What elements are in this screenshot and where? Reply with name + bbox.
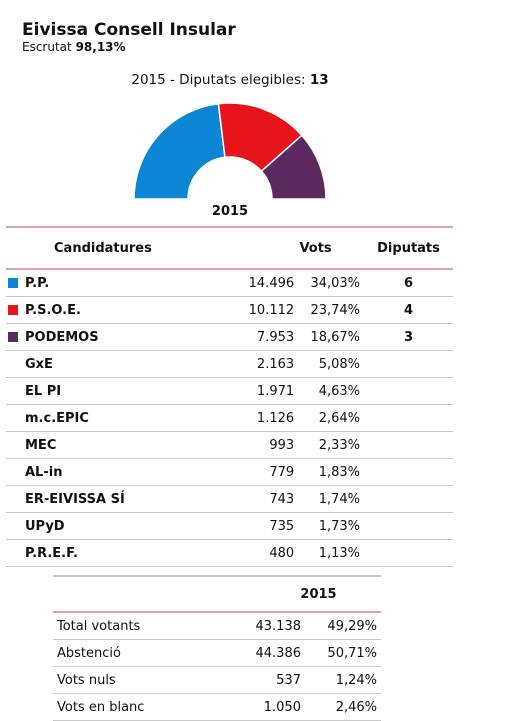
party-seats: 6 [364, 269, 453, 297]
party-seats: 3 [364, 323, 453, 351]
summary-label: Abstenció [53, 639, 237, 667]
table-row: P.R.E.F. 480 1,13% [6, 539, 453, 567]
table-row: MEC 993 2,33% [6, 431, 453, 459]
escrutat-label: Escrutat [22, 40, 72, 54]
party-color-swatch [8, 331, 18, 342]
party-votes: 735 [238, 512, 295, 540]
party-seats [364, 512, 453, 540]
party-color-swatch [8, 277, 18, 288]
party-percent: 1,83% [294, 458, 365, 486]
party-name: P.S.O.E. [25, 302, 81, 318]
summary-header-row: 2015 [53, 575, 381, 613]
page-title: Eivissa Consell Insular [22, 20, 236, 40]
table-row: AL-in 779 1,83% [6, 458, 453, 486]
party-seats [364, 431, 453, 459]
summary-votes: 43.138 [237, 612, 301, 640]
table-row: m.c.EPIC 1.126 2,64% [6, 404, 453, 432]
eligible-label: 2015 - Diputats elegibles: [131, 72, 306, 88]
party-percent: 18,67% [294, 323, 365, 351]
party-percent: 1,74% [294, 485, 365, 513]
party-name: ER-EIVISSA SÍ [25, 491, 125, 507]
summary-table: 2015 Total votants 43.138 49,29% Abstenció 4… [53, 575, 381, 721]
party-name: AL-in [25, 464, 63, 480]
summary-percent: 50,71% [301, 639, 381, 667]
summary-percent: 49,29% [301, 612, 381, 640]
summary-row: Abstenció 44.386 50,71% [53, 639, 381, 667]
summary-row: Total votants 43.138 49,29% [53, 612, 381, 640]
party-seats [364, 458, 453, 486]
party-seats [364, 377, 453, 405]
summary-votes: 537 [237, 666, 301, 694]
eligible-line: 2015 - Diputats elegibles: 13 [0, 72, 460, 88]
escrutat-value: 98,13% [75, 40, 126, 54]
party-percent: 1,13% [294, 539, 365, 567]
summary-votes: 44.386 [237, 639, 301, 667]
party-votes: 743 [238, 485, 295, 513]
table-row: EL PI 1.971 4,63% [6, 377, 453, 405]
summary-percent: 1,24% [301, 666, 381, 694]
summary-label: Vots nuls [53, 666, 237, 694]
table-row: P.P. 14.496 34,03% 6 [6, 269, 453, 297]
hemicycle-segment-p-p [133, 102, 226, 200]
escrutat-line: Escrutat 98,13% [22, 40, 126, 54]
party-percent: 2,64% [294, 404, 365, 432]
party-votes: 993 [238, 431, 295, 459]
header-candidatures: Candidatures [6, 226, 239, 270]
party-votes: 1.126 [238, 404, 295, 432]
party-votes: 14.496 [238, 269, 295, 297]
party-percent: 5,08% [294, 350, 365, 378]
party-votes: 7.953 [238, 323, 295, 351]
seats-hemicycle-chart [133, 102, 327, 200]
party-name: P.R.E.F. [25, 545, 78, 561]
summary-row: Vots en blanc 1.050 2,46% [53, 693, 381, 721]
party-votes: 10.112 [238, 296, 295, 324]
party-votes: 2.163 [238, 350, 295, 378]
party-seats [364, 539, 453, 567]
table-row: GxE 2.163 5,08% [6, 350, 453, 378]
party-votes: 1.971 [238, 377, 295, 405]
summary-row: Vots nuls 537 1,24% [53, 666, 381, 694]
summary-percent: 2,46% [301, 693, 381, 721]
party-name: m.c.EPIC [25, 410, 89, 426]
results-table: Candidatures Vots Diputats P.P. 14.496 34,… [6, 226, 453, 567]
summary-header-blank [53, 575, 237, 613]
summary-header-year: 2015 [237, 575, 381, 613]
header-vots: Vots [238, 226, 365, 270]
party-seats [364, 485, 453, 513]
party-percent: 1,73% [294, 512, 365, 540]
table-row: ER-EIVISSA SÍ 743 1,74% [6, 485, 453, 513]
party-name: PODEMOS [25, 329, 99, 345]
party-percent: 4,63% [294, 377, 365, 405]
party-seats [364, 350, 453, 378]
chart-year-label: 2015 [211, 204, 249, 219]
party-seats: 4 [364, 296, 453, 324]
party-percent: 2,33% [294, 431, 365, 459]
party-name: EL PI [25, 383, 62, 399]
party-name: P.P. [25, 275, 50, 291]
party-color-swatch [8, 304, 18, 315]
party-percent: 23,74% [294, 296, 365, 324]
party-name: GxE [25, 356, 53, 372]
results-header-row: Candidatures Vots Diputats [6, 226, 453, 270]
summary-label: Total votants [53, 612, 237, 640]
header-diputats: Diputats [364, 226, 453, 270]
summary-votes: 1.050 [237, 693, 301, 721]
eligible-value: 13 [309, 72, 329, 88]
party-name: UPyD [25, 518, 65, 534]
table-row: P.S.O.E. 10.112 23,74% 4 [6, 296, 453, 324]
party-seats [364, 404, 453, 432]
party-votes: 480 [238, 539, 295, 567]
hemicycle-segment-podemos [260, 134, 327, 200]
table-row: UPyD 735 1,73% [6, 512, 453, 540]
party-percent: 34,03% [294, 269, 365, 297]
party-votes: 779 [238, 458, 295, 486]
table-row: PODEMOS 7.953 18,67% 3 [6, 323, 453, 351]
party-name: MEC [25, 437, 57, 453]
summary-label: Vots en blanc [53, 693, 237, 721]
